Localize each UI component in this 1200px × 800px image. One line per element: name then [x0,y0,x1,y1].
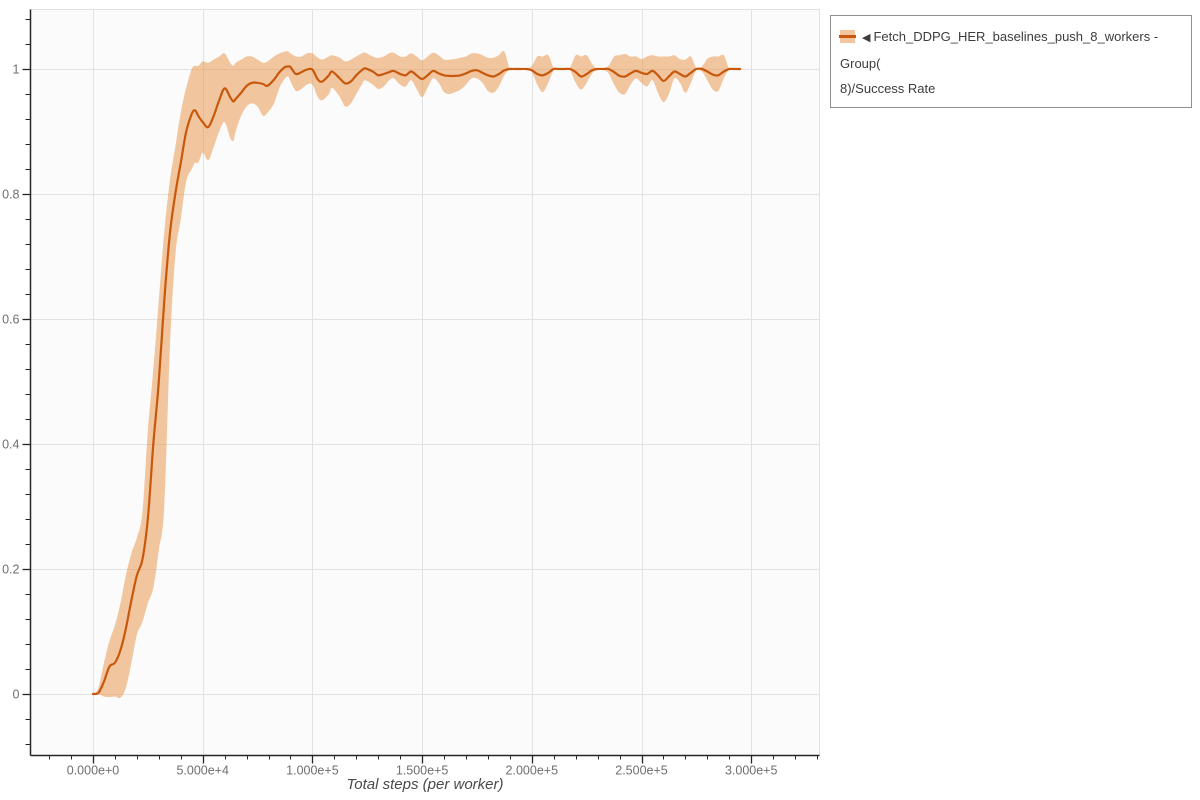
x-tick-label: 3.000e+5 [725,764,778,778]
axis-ticks [22,19,818,764]
y-tick-label: 1 [13,63,20,77]
x-tick-labels: 0.000e+0 5.000e+4 1.000e+5 1.500e+5 2.000e+5… [67,764,778,778]
plot-border [30,9,820,756]
x-tick-label: 1.500e+5 [396,764,449,778]
x-tick-label: 1.000e+5 [286,764,339,778]
y-tick-label: 0.4 [2,438,19,452]
y-tick-label: 0.6 [2,313,19,327]
series-line [91,65,742,696]
plot-area[interactable] [30,9,820,756]
x-tick-label: 2.000e+5 [506,764,559,778]
x-tick-label: 2.500e+5 [615,764,668,778]
collapse-triangle-icon[interactable]: ◀ [862,32,871,44]
series-band-swatch-icon [839,30,856,43]
y-tick-label: 0 [13,688,20,702]
legend-label-line2: 8)/Success Rate [840,81,936,96]
legend[interactable]: ◀ Fetch_DDPG_HER_baselines_push_8_workers… [830,15,1192,108]
series-line-swatch-icon [839,35,856,38]
y-tick-label: 0.8 [2,188,19,202]
legend-label-line1: Fetch_DDPG_HER_baselines_push_8_workers … [840,29,1159,71]
x-tick-label: 0.000e+0 [67,764,120,778]
y-tick-labels: 0 0.2 0.4 0.6 0.8 1 [2,63,19,702]
axis-spines [29,9,820,757]
y-tick-label: 0.2 [2,563,19,577]
x-axis-title: Total steps (per worker) [346,776,504,793]
x-tick-label: 5.000e+4 [176,764,229,778]
